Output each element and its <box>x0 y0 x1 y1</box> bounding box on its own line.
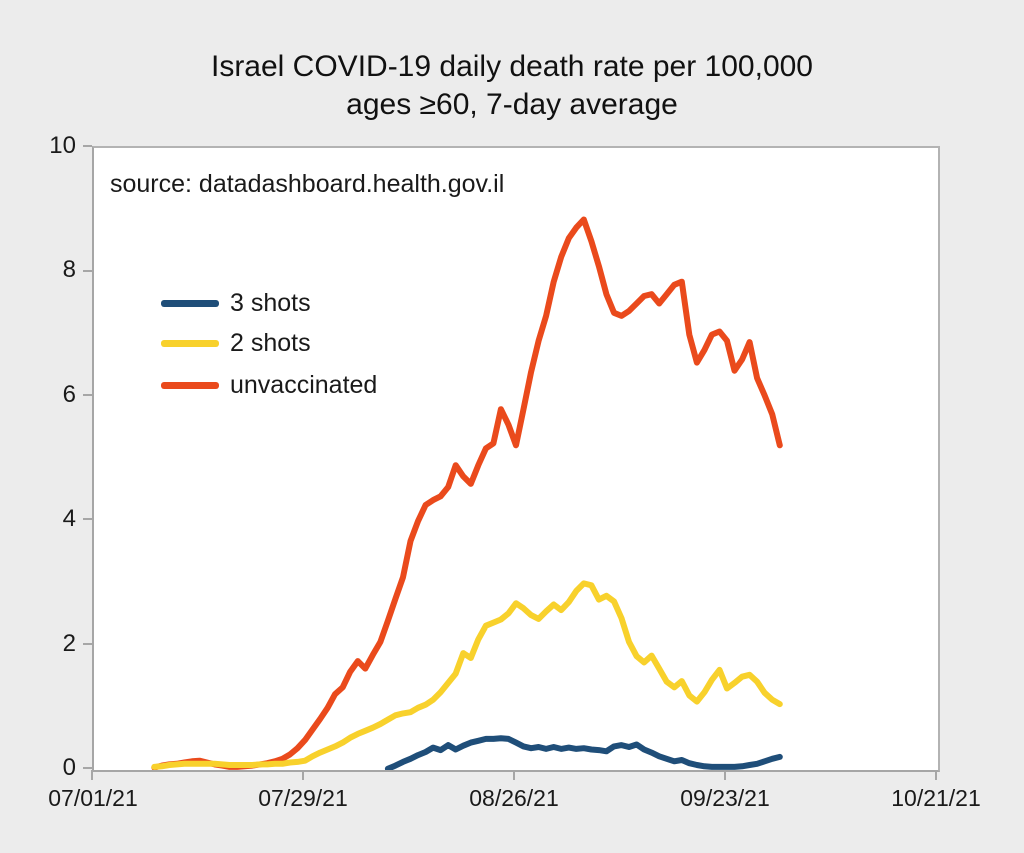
series-line-two_shots <box>151 580 783 770</box>
x-axis-label-1021: 10/21/21 <box>891 785 981 811</box>
y-axis-label-10: 10 <box>49 132 76 159</box>
y-axis-label-2: 2 <box>62 630 76 657</box>
y-tick-0 <box>83 767 92 769</box>
legend-label-3-shots: 3 shots <box>230 289 311 317</box>
legend-label-2-shots: 2 shots <box>230 329 311 357</box>
chart-title-line1: Israel COVID-19 daily death rate per 100… <box>210 50 813 83</box>
x-axis-label-0729: 07/29/21 <box>258 785 348 811</box>
y-tick-6 <box>83 394 92 396</box>
data-lines <box>151 216 783 770</box>
y-tick-4 <box>83 518 92 520</box>
x-axis-label-0826: 08/26/21 <box>469 785 559 811</box>
x-tick-0923 <box>724 770 726 780</box>
x-axis-label-0923: 09/23/21 <box>680 785 770 811</box>
x-tick-0701 <box>91 770 93 780</box>
legend-swatch-3-shots <box>161 300 219 307</box>
y-tick-2 <box>83 643 92 645</box>
legend-swatch-unvaccinated <box>161 382 219 389</box>
chart-title-line2: ages ≥60, 7-day average <box>346 88 678 121</box>
source-note: source: datadashboard.health.gov.il <box>110 170 505 198</box>
legend-label-unvaccinated: unvaccinated <box>230 371 378 399</box>
y-axis-label-0: 0 <box>62 754 76 781</box>
x-tick-0729 <box>302 770 304 780</box>
series-line-three_shots <box>384 735 783 770</box>
x-axis-label-0701: 07/01/21 <box>48 785 138 811</box>
y-tick-10 <box>83 145 92 147</box>
x-tick-0826 <box>513 770 515 780</box>
y-axis-label-6: 6 <box>62 381 76 408</box>
legend-swatch-2-shots <box>161 340 219 347</box>
y-axis-label-4: 4 <box>62 505 76 532</box>
plot-area <box>92 146 940 772</box>
y-axis-label-8: 8 <box>62 256 76 283</box>
y-tick-8 <box>83 270 92 272</box>
x-tick-1021 <box>935 770 937 780</box>
chart-title: Israel COVID-19 daily death rate per 100… <box>0 48 1024 124</box>
